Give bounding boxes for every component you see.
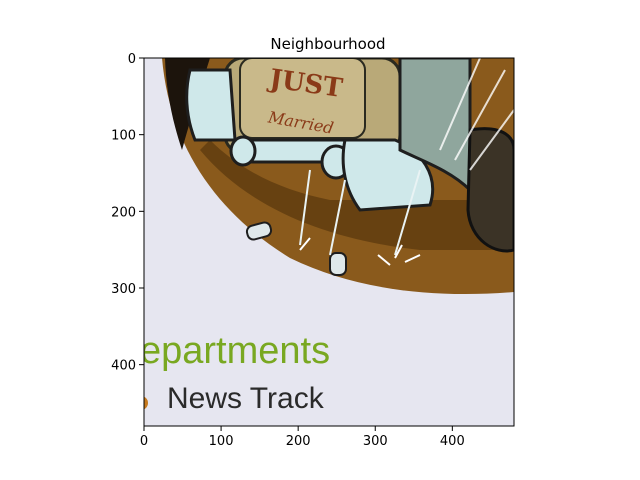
car-trunk-panel <box>239 58 366 139</box>
heading-text: epartments <box>140 330 330 372</box>
left-fender <box>185 68 237 142</box>
x-axis: 0 100 200 300 400 <box>140 426 465 449</box>
y-axis: 0 100 200 300 400 <box>111 52 144 374</box>
left-tail-pipe <box>229 135 257 167</box>
y-tick-label: 200 <box>111 205 136 220</box>
image-area: JUST Married epartments News Track <box>140 58 514 426</box>
y-tick-label: 300 <box>111 282 136 297</box>
y-tick-label: 0 <box>128 52 136 67</box>
tin-can-2 <box>329 252 347 276</box>
chart-title: Neighbourhood <box>270 35 385 53</box>
axes-frame <box>143 57 515 427</box>
x-tick-label: 100 <box>209 434 234 449</box>
x-tick-label: 400 <box>440 434 465 449</box>
car-illustration: JUST Married <box>185 58 514 276</box>
tire <box>466 127 514 253</box>
string-lines <box>299 169 421 256</box>
speed-streaks <box>439 58 514 171</box>
x-tick-label: 300 <box>363 434 388 449</box>
y-tick-label: 400 <box>111 359 136 374</box>
y-tick-label: 100 <box>111 129 136 144</box>
x-tick-label: 200 <box>286 434 311 449</box>
ground-shadow <box>200 140 514 250</box>
bullet-dot <box>144 396 148 410</box>
x-tick-label: 0 <box>140 434 148 449</box>
tin-can-1 <box>245 221 273 241</box>
subheading-text: News Track <box>167 382 325 415</box>
spark-lines <box>299 237 421 266</box>
